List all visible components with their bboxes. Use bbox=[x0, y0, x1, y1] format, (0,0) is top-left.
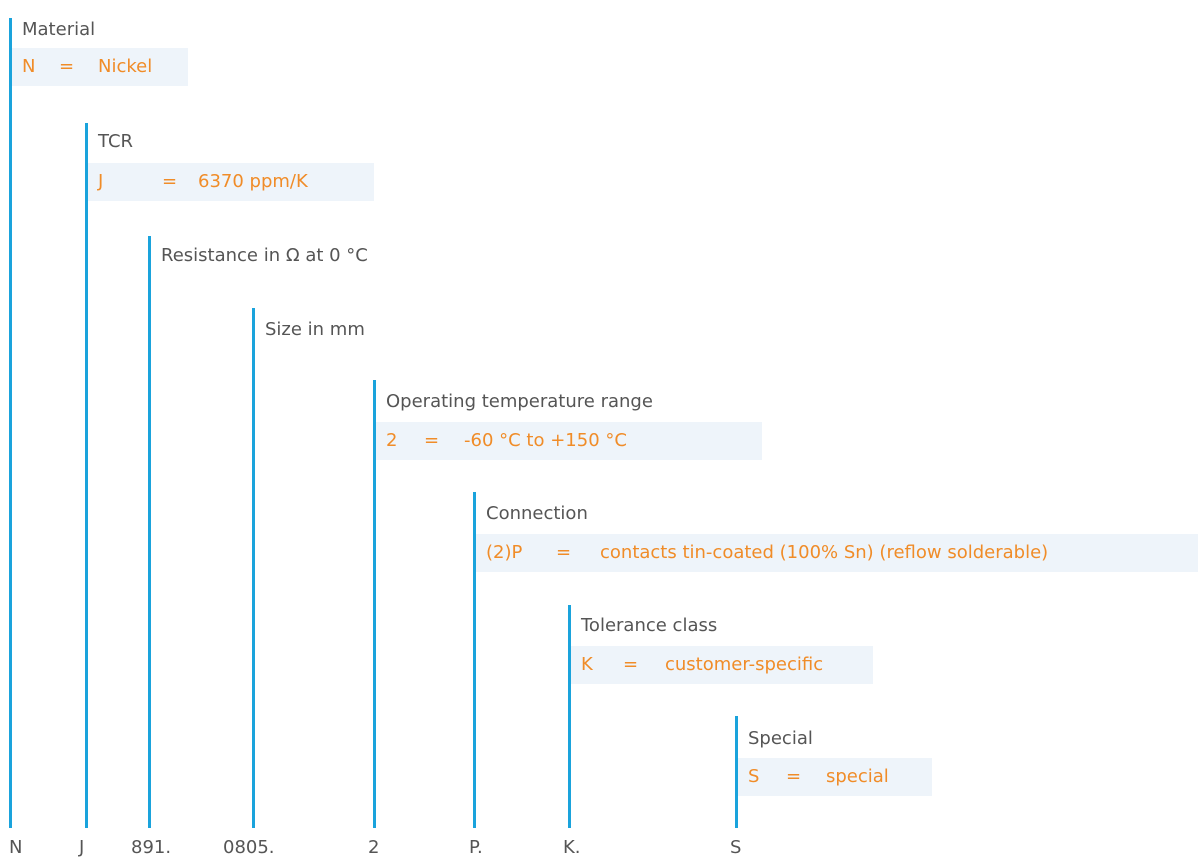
value-description: customer-specific bbox=[665, 654, 824, 675]
connector-line-size bbox=[252, 308, 255, 828]
part-code-material: N bbox=[9, 837, 23, 858]
value-code: S bbox=[748, 766, 760, 787]
field-title-connection: Connection bbox=[486, 503, 588, 524]
value-description: -60 °C to +150 °C bbox=[464, 430, 627, 451]
connector-line-special bbox=[735, 716, 738, 828]
field-value-connection: (2)P = contacts tin-coated (100% Sn) (re… bbox=[476, 534, 1198, 572]
part-code-size: 0805. bbox=[223, 837, 275, 858]
value-description: Nickel bbox=[98, 56, 153, 77]
connector-line-material bbox=[9, 18, 12, 828]
connector-line-resistance bbox=[148, 236, 151, 828]
field-title-tolerance: Tolerance class bbox=[581, 615, 718, 636]
part-code-connection: P. bbox=[469, 837, 483, 858]
value-equals: = bbox=[424, 430, 440, 451]
field-value-tcr: J = 6370 ppm/K bbox=[88, 163, 374, 201]
part-code-tolerance: K. bbox=[563, 837, 581, 858]
value-equals: = bbox=[556, 542, 572, 563]
field-value-temperature: 2 = -60 °C to +150 °C bbox=[376, 422, 762, 460]
connector-line-tolerance bbox=[568, 605, 571, 828]
field-title-tcr: TCR bbox=[98, 131, 134, 152]
field-title-material: Material bbox=[22, 19, 96, 40]
field-title-temperature: Operating temperature range bbox=[386, 391, 653, 412]
value-code: (2)P bbox=[486, 542, 523, 563]
connector-line-tcr bbox=[85, 123, 88, 828]
field-title-resistance: Resistance in Ω at 0 °C bbox=[161, 245, 368, 266]
value-code: K bbox=[581, 654, 593, 675]
value-description: special bbox=[826, 766, 889, 787]
part-code-temperature: 2 bbox=[368, 837, 380, 858]
value-description: contacts tin-coated (100% Sn) (reflow so… bbox=[600, 542, 1049, 563]
value-code: 2 bbox=[386, 430, 398, 451]
part-code-special: S bbox=[730, 837, 742, 858]
value-equals: = bbox=[786, 766, 802, 787]
field-value-material: N = Nickel bbox=[12, 48, 188, 86]
field-title-size: Size in mm bbox=[265, 319, 365, 340]
field-value-tolerance: K = customer-specific bbox=[571, 646, 873, 684]
value-code: J bbox=[98, 171, 104, 192]
value-equals: = bbox=[623, 654, 639, 675]
value-equals: = bbox=[59, 56, 75, 77]
connector-line-temperature bbox=[373, 380, 376, 828]
field-title-special: Special bbox=[748, 728, 813, 749]
connector-line-connection bbox=[473, 492, 476, 828]
value-code: N bbox=[22, 56, 36, 77]
value-equals: = bbox=[162, 171, 178, 192]
field-value-special: S = special bbox=[738, 758, 932, 796]
value-description: 6370 ppm/K bbox=[198, 171, 308, 192]
part-code-tcr: J bbox=[79, 837, 85, 858]
part-code-resistance: 891. bbox=[131, 837, 172, 858]
